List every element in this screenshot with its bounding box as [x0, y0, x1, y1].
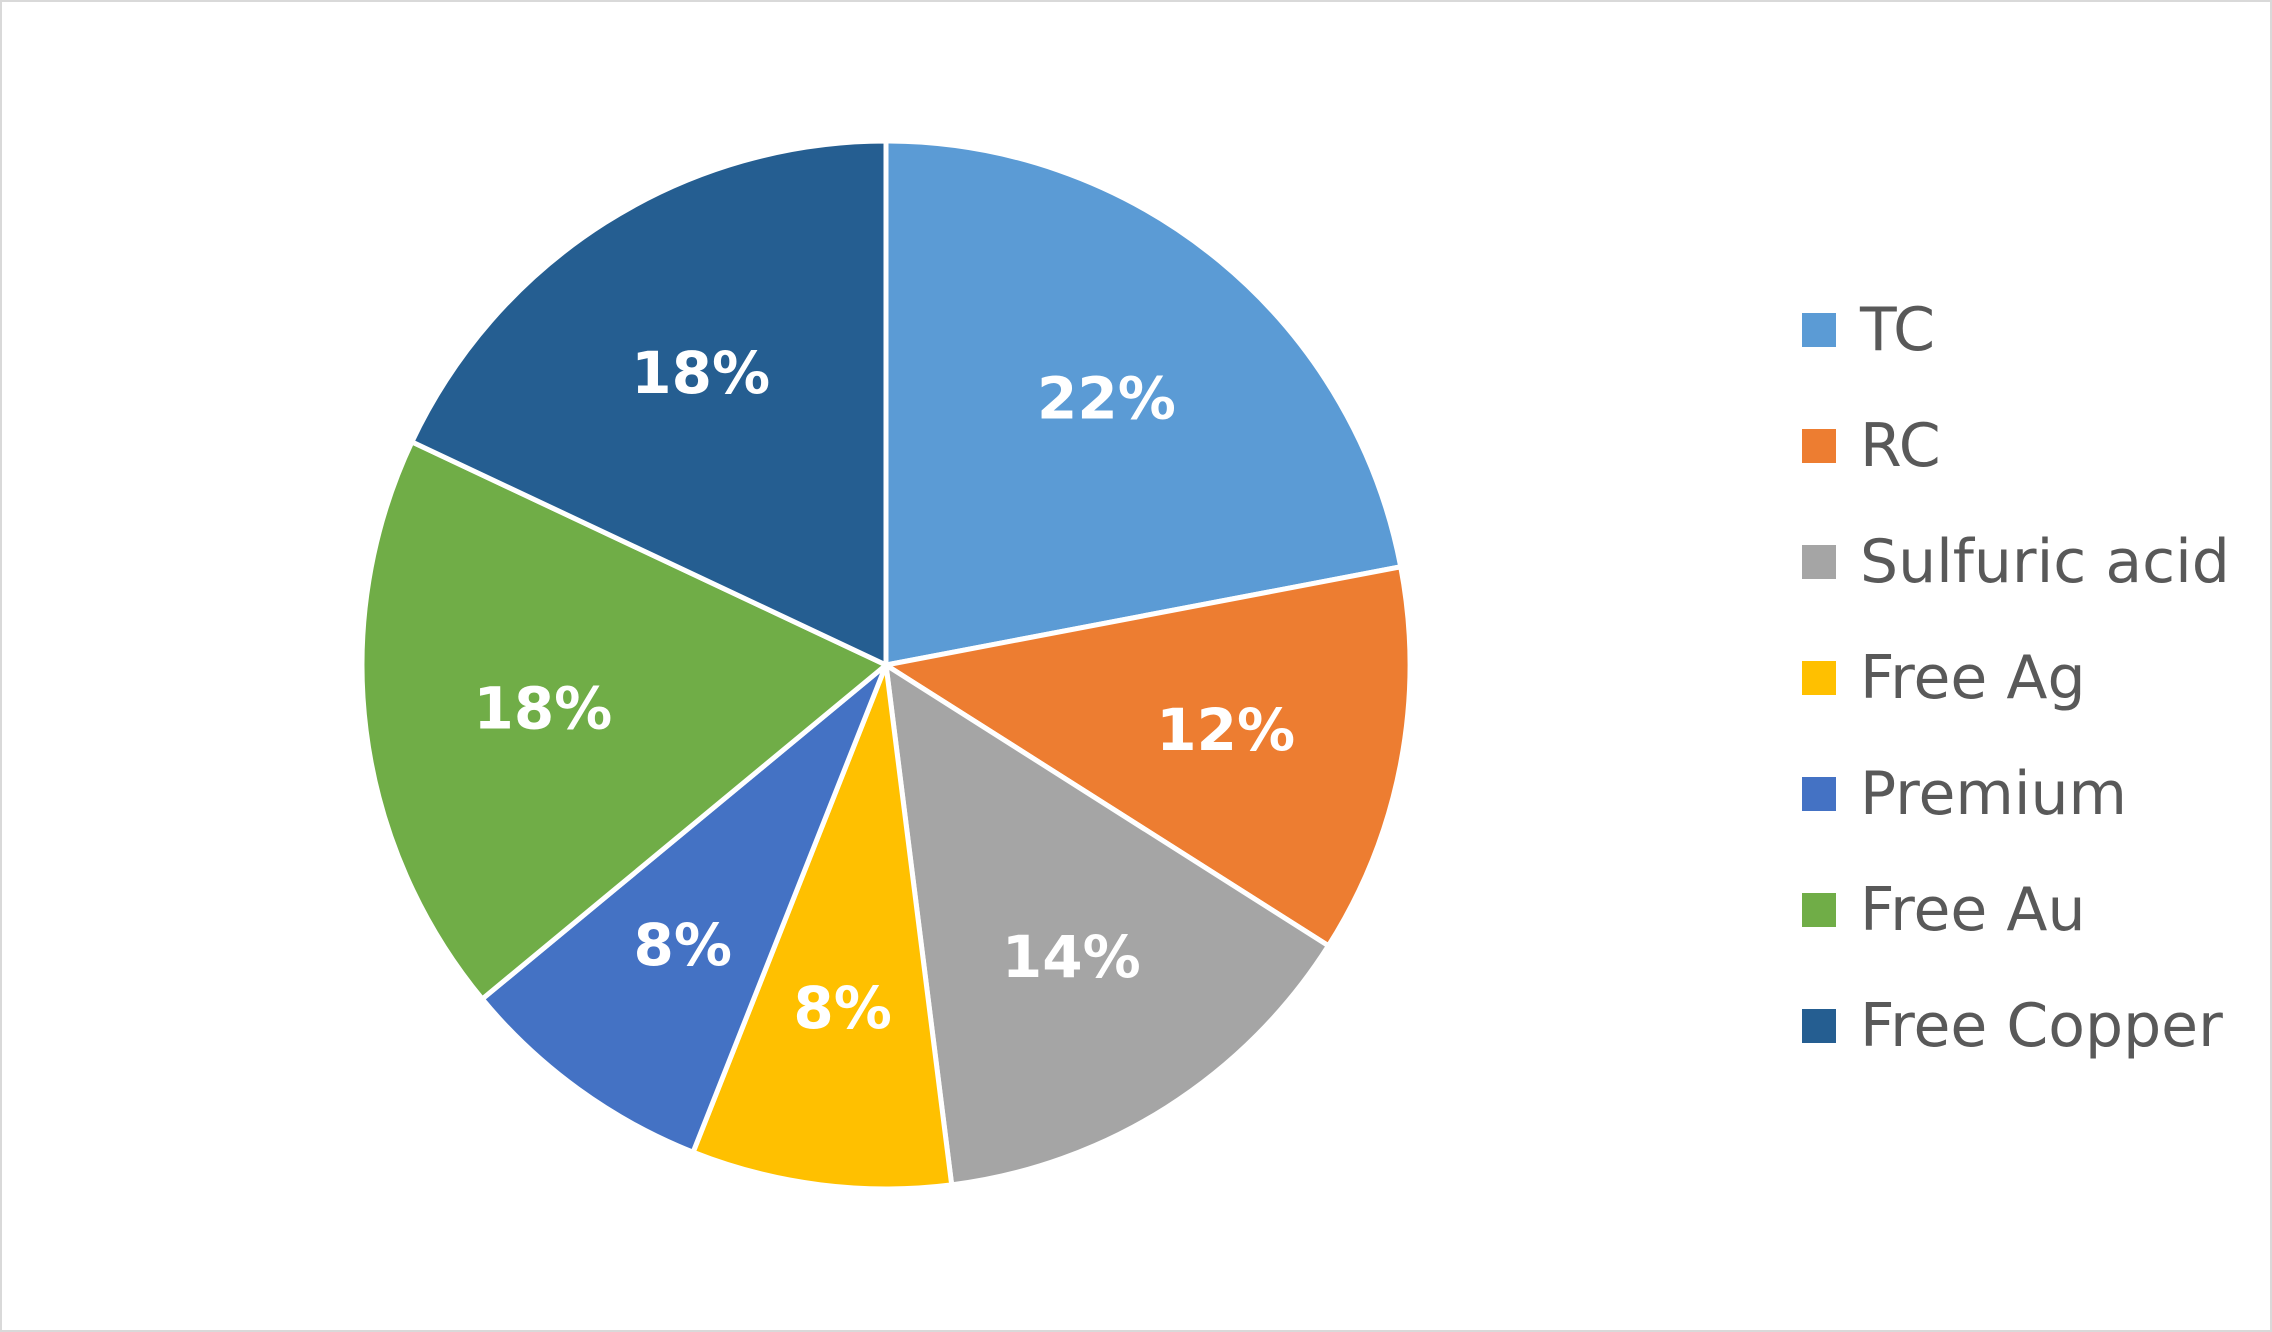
legend-entry-tc: TC — [1802, 272, 2242, 388]
pie-slice-tc — [883, 138, 1404, 668]
pie-slice-free-copper — [409, 138, 889, 668]
data-label-premium: 8% — [633, 911, 731, 979]
legend-entry-premium: Premium — [1802, 736, 2242, 852]
legend-swatch — [1802, 777, 1836, 811]
legend-entry-free-ag: Free Ag — [1802, 620, 2242, 736]
pie-slice-free-au — [359, 439, 889, 1002]
legend-swatch — [1802, 429, 1836, 463]
legend-label: TC — [1860, 295, 1936, 365]
pie-slice-sulfuric-acid — [883, 662, 1331, 1188]
legend-entry-rc: RC — [1802, 388, 2242, 504]
pie-slice-rc — [883, 564, 1413, 949]
data-label-free-ag: 8% — [793, 974, 891, 1042]
legend-swatch — [1802, 1009, 1836, 1043]
legend-entry-free-au: Free Au — [1802, 852, 2242, 968]
legend-swatch — [1802, 893, 1836, 927]
data-label-sulfuric-acid: 14% — [1002, 923, 1141, 991]
pie-slices — [359, 138, 1413, 1192]
legend-label: Free Ag — [1860, 643, 2086, 713]
pie-slice-premium — [479, 662, 889, 1155]
data-label-free-copper: 18% — [631, 339, 770, 407]
legend-entry-free-copper: Free Copper — [1802, 968, 2242, 1084]
legend-entry-sulfuric-acid: Sulfuric acid — [1802, 504, 2242, 620]
legend-label: Premium — [1860, 759, 2127, 829]
pie-data-labels: 22% 12% 14% 8% 8% 18% 18% — [473, 339, 1295, 1042]
legend-label: Sulfuric acid — [1860, 527, 2230, 597]
legend: TC RC Sulfuric acid Free Ag Premium Free Au Fr… — [1802, 272, 2242, 1084]
data-label-free-au: 18% — [473, 674, 612, 742]
legend-label: Free Au — [1860, 875, 2086, 945]
legend-swatch — [1802, 545, 1836, 579]
data-label-tc: 22% — [1037, 365, 1176, 433]
pie-slice-free-ag — [690, 662, 955, 1192]
data-label-rc: 12% — [1156, 696, 1295, 764]
legend-swatch — [1802, 661, 1836, 695]
legend-label: Free Copper — [1860, 991, 2223, 1061]
legend-label: RC — [1860, 411, 1941, 481]
legend-swatch — [1802, 313, 1836, 347]
